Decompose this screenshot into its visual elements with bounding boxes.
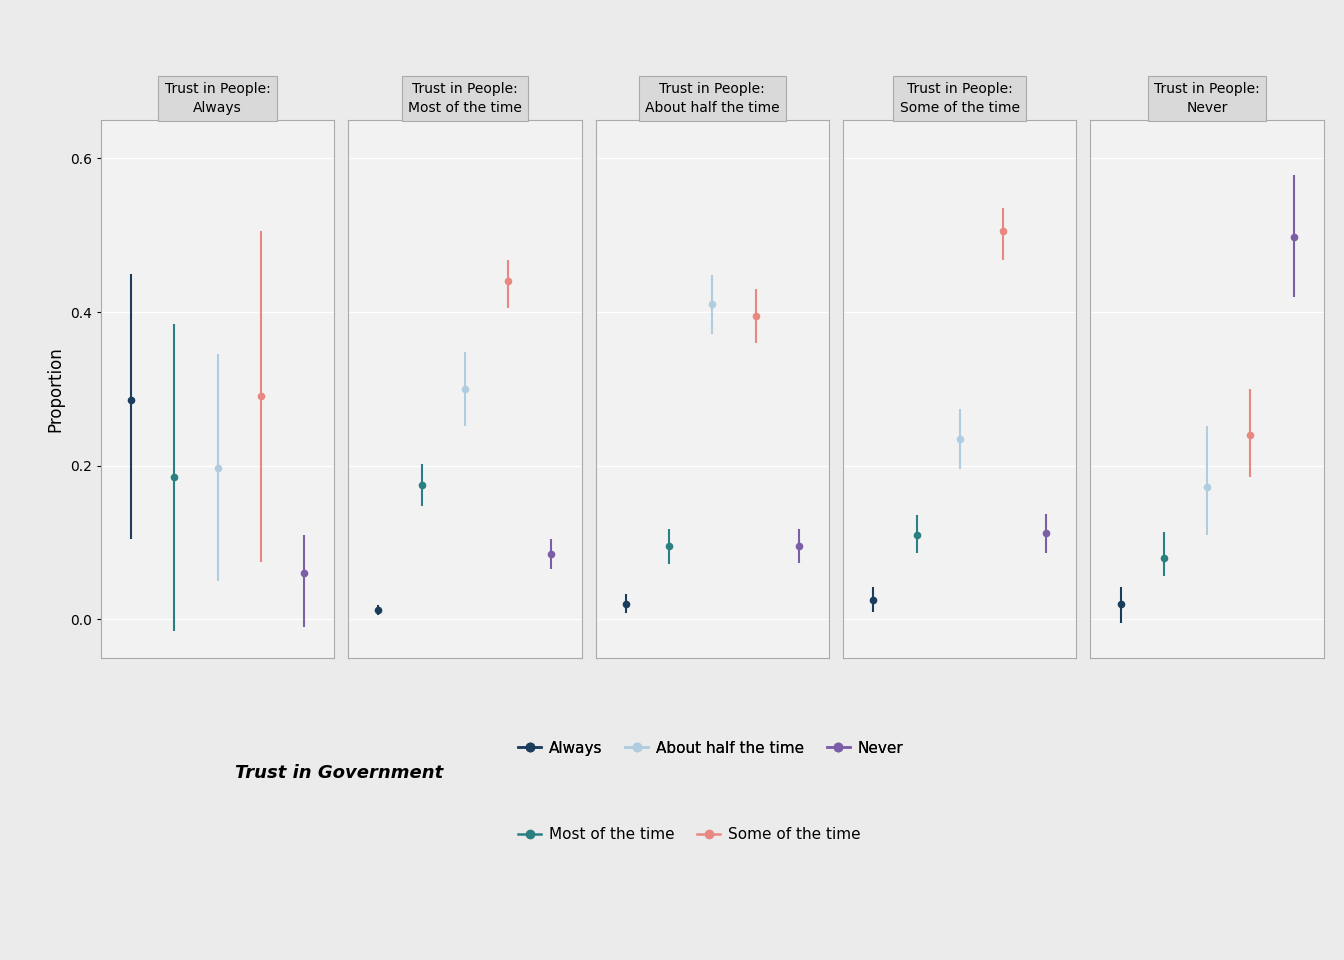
Y-axis label: Proportion: Proportion (46, 346, 65, 432)
Title: Trust in People:
Most of the time: Trust in People: Most of the time (409, 83, 521, 114)
Title: Trust in People:
About half the time: Trust in People: About half the time (645, 83, 780, 114)
Legend: Always, About half the time, Never: Always, About half the time, Never (519, 740, 903, 756)
Legend: Most of the time, Some of the time: Most of the time, Some of the time (519, 827, 860, 842)
Title: Trust in People:
Always: Trust in People: Always (164, 83, 270, 114)
Text: Trust in Government: Trust in Government (235, 764, 444, 781)
Title: Trust in People:
Some of the time: Trust in People: Some of the time (899, 83, 1020, 114)
Title: Trust in People:
Never: Trust in People: Never (1154, 83, 1261, 114)
